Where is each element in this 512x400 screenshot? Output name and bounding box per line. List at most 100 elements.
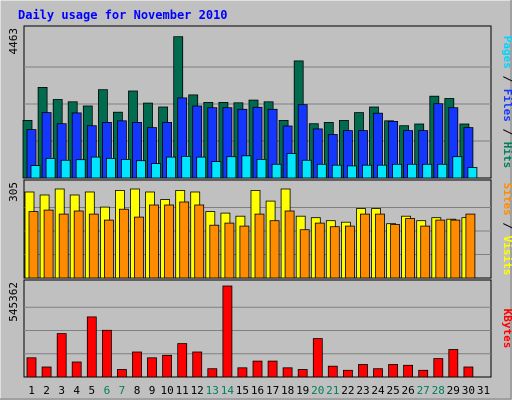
legend-label-hits: Hits xyxy=(501,142,512,169)
x-tick-label-day-30: 30 xyxy=(462,384,475,397)
x-tick-label-day-22: 22 xyxy=(341,384,354,397)
bar-pages-day-1 xyxy=(30,165,41,179)
bar-sites-day-4 xyxy=(73,210,84,279)
panel-middle: 305 Sites / Visits xyxy=(7,179,512,279)
bar-kbytes-day-19 xyxy=(297,369,308,378)
side-legend-top: Pages / Files / Hits xyxy=(501,36,512,169)
bar-kbytes-day-7 xyxy=(117,369,127,378)
bar-sites-day-2 xyxy=(43,209,54,279)
bar-kbytes-day-6 xyxy=(102,329,112,378)
legend-separator: / xyxy=(501,216,512,236)
x-tick-label-day-7: 7 xyxy=(119,384,126,397)
bar-kbytes-day-20 xyxy=(312,338,323,378)
side-legend-bottom: KBytes xyxy=(501,309,512,349)
panel-bottom: 545362 KBytes xyxy=(7,279,512,378)
x-tick-label-day-21: 21 xyxy=(326,384,339,397)
bar-pages-day-23 xyxy=(362,164,372,179)
bar-kbytes-day-14 xyxy=(222,285,233,378)
bar-sites-day-18 xyxy=(284,210,295,279)
legend-separator: / xyxy=(501,69,512,89)
bar-sites-day-15 xyxy=(239,225,250,279)
bar-kbytes-day-12 xyxy=(192,351,203,378)
bar-sites-day-23 xyxy=(360,213,370,279)
bar-kbytes-day-16 xyxy=(252,360,263,378)
legend-label-pages: Pages xyxy=(501,36,512,69)
bar-pages-day-19 xyxy=(301,159,312,179)
bar-sites-day-14 xyxy=(224,222,235,279)
max-label-middle: 305 xyxy=(7,182,20,202)
legend-label-files: Files xyxy=(501,89,512,122)
bar-sites-day-9 xyxy=(149,204,159,279)
bar-pages-day-25 xyxy=(392,163,403,179)
bar-sites-day-24 xyxy=(375,213,385,279)
bar-pages-day-13 xyxy=(211,161,222,179)
bar-kbytes-day-3 xyxy=(56,333,67,378)
bar-pages-day-15 xyxy=(241,155,252,179)
bar-sites-day-6 xyxy=(104,219,114,279)
bar-pages-day-12 xyxy=(196,156,207,179)
bar-kbytes-day-24 xyxy=(373,368,383,378)
panel-top: 4463 Pages / Files / Hits xyxy=(7,25,512,179)
bar-kbytes-day-21 xyxy=(327,365,338,378)
bar-pages-day-14 xyxy=(226,156,237,179)
x-tick-label-day-20: 20 xyxy=(311,384,324,397)
x-tick-label-day-13: 13 xyxy=(206,384,219,397)
x-tick-label-day-18: 18 xyxy=(281,384,294,397)
bar-sites-day-10 xyxy=(164,204,175,279)
bar-kbytes-day-11 xyxy=(177,343,188,378)
x-tick-label-day-31: 31 xyxy=(477,384,490,397)
bar-kbytes-day-15 xyxy=(237,367,248,378)
x-tick-label-day-24: 24 xyxy=(371,384,385,397)
bar-sites-day-20 xyxy=(314,222,325,279)
bar-kbytes-day-9 xyxy=(147,357,157,378)
bar-kbytes-day-23 xyxy=(358,364,368,378)
bar-kbytes-day-10 xyxy=(162,354,173,378)
x-tick-label-day-25: 25 xyxy=(386,384,399,397)
bar-kbytes-day-25 xyxy=(388,364,399,378)
bar-pages-day-9 xyxy=(151,163,161,179)
x-tick-label-day-6: 6 xyxy=(104,384,111,397)
bar-pages-day-28 xyxy=(437,163,448,179)
x-tick-label-day-9: 9 xyxy=(149,384,156,397)
x-tick-label-day-15: 15 xyxy=(236,384,249,397)
x-tick-label-day-27: 27 xyxy=(417,384,430,397)
bar-pages-day-24 xyxy=(377,164,387,179)
max-label-top: 4463 xyxy=(7,28,20,55)
bar-sites-day-3 xyxy=(58,213,69,279)
x-tick-label-day-1: 1 xyxy=(28,384,35,397)
bar-sites-day-29 xyxy=(450,219,461,279)
x-tick-label-day-16: 16 xyxy=(251,384,264,397)
bar-kbytes-day-8 xyxy=(132,351,142,378)
bar-pages-day-4 xyxy=(75,159,86,179)
x-tick-label-day-3: 3 xyxy=(58,384,65,397)
bar-sites-day-26 xyxy=(405,218,416,279)
bar-pages-day-22 xyxy=(346,165,357,179)
x-tick-label-day-23: 23 xyxy=(356,384,369,397)
legend-label-kbytes: KBytes xyxy=(501,309,512,349)
x-tick-label-day-11: 11 xyxy=(176,384,189,397)
bar-kbytes-day-13 xyxy=(207,368,218,378)
bar-sites-day-21 xyxy=(329,226,340,279)
x-tick-label-day-4: 4 xyxy=(73,384,80,397)
bar-sites-day-11 xyxy=(179,201,190,279)
bar-kbytes-day-18 xyxy=(282,367,293,378)
bar-kbytes-day-5 xyxy=(86,316,97,378)
bar-kbytes-day-17 xyxy=(267,360,278,378)
bar-sites-day-19 xyxy=(299,229,310,279)
legend-label-visits: Visits xyxy=(501,236,512,276)
bar-kbytes-day-2 xyxy=(41,366,52,378)
bar-kbytes-day-22 xyxy=(342,369,353,378)
chart-title: Daily usage for November 2010 xyxy=(18,8,228,22)
x-tick-label-day-2: 2 xyxy=(43,384,50,397)
bar-sites-day-13 xyxy=(209,224,220,279)
bar-sites-day-16 xyxy=(254,213,265,279)
x-tick-label-day-10: 10 xyxy=(160,384,173,397)
bar-sites-day-1 xyxy=(28,211,39,279)
bar-kbytes-day-4 xyxy=(71,361,82,378)
x-tick-label-day-14: 14 xyxy=(221,384,235,397)
bar-pages-day-8 xyxy=(136,160,146,179)
bar-pages-day-26 xyxy=(407,163,418,179)
bar-sites-day-17 xyxy=(269,220,280,279)
bar-kbytes-day-30 xyxy=(463,366,474,378)
